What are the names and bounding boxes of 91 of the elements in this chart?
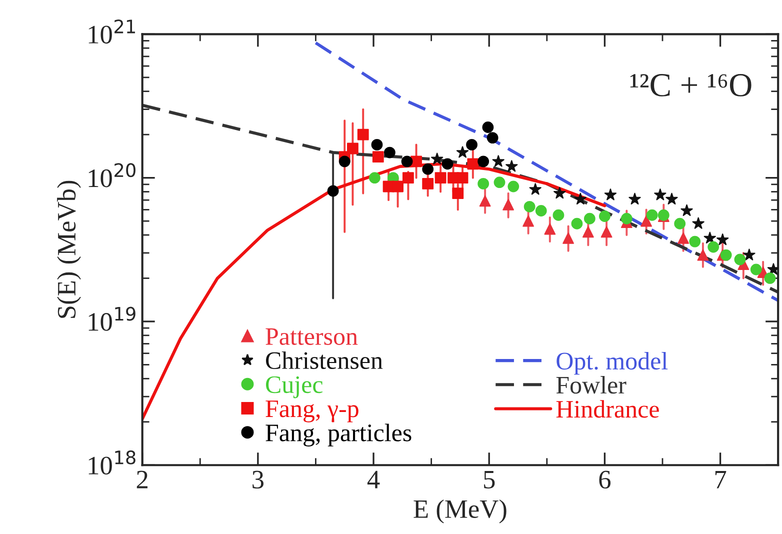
point xyxy=(767,263,778,275)
y-axis-title: S(E) (MeVb) xyxy=(57,180,81,318)
point xyxy=(371,139,383,150)
point xyxy=(571,218,583,230)
point xyxy=(422,178,434,190)
y-tick-label: 10$^{19}$ xyxy=(88,306,136,331)
line-series xyxy=(314,41,778,302)
point xyxy=(678,232,690,244)
point xyxy=(506,160,518,172)
point xyxy=(368,172,380,184)
point xyxy=(620,212,632,224)
point xyxy=(467,158,479,170)
point xyxy=(708,241,720,253)
point xyxy=(402,172,414,184)
point xyxy=(764,272,776,284)
point xyxy=(689,236,701,248)
point xyxy=(600,226,612,238)
x-tick-label: 4 xyxy=(367,470,380,488)
point xyxy=(692,217,704,229)
legend-label: Christensen xyxy=(266,351,383,370)
point xyxy=(674,218,686,230)
point xyxy=(327,185,339,197)
point xyxy=(434,172,446,184)
point xyxy=(456,172,468,184)
point xyxy=(478,156,490,168)
point xyxy=(584,212,596,224)
point xyxy=(357,128,369,140)
legend-label: Cujec xyxy=(266,376,323,398)
point xyxy=(734,254,746,266)
point xyxy=(529,183,542,195)
y-tick-label: 10$^{18}$ xyxy=(88,450,136,474)
point xyxy=(431,152,444,164)
point xyxy=(410,156,422,168)
x-axis-title: E (MeV) xyxy=(414,499,506,524)
point xyxy=(716,233,729,246)
point xyxy=(494,176,506,188)
point xyxy=(478,178,490,190)
point xyxy=(442,158,454,170)
point xyxy=(562,232,574,244)
line-series xyxy=(142,104,778,294)
point xyxy=(666,192,678,204)
point xyxy=(372,151,384,163)
point xyxy=(452,188,464,200)
point xyxy=(654,188,666,200)
y-tick-label: 10$^{20}$ xyxy=(88,163,136,188)
point xyxy=(743,248,756,260)
point xyxy=(401,156,413,168)
x-tick-label: 3 xyxy=(252,470,264,489)
point xyxy=(482,122,494,133)
legend-label: Hindrance xyxy=(556,400,659,418)
legend-label: Fang, particles xyxy=(266,424,412,446)
legend-label: Patterson xyxy=(266,328,358,345)
point xyxy=(582,226,594,238)
point xyxy=(422,163,434,175)
point xyxy=(646,209,658,221)
x-tick-label: 6 xyxy=(599,470,611,489)
point xyxy=(554,186,566,199)
point xyxy=(574,192,587,204)
legend-label: Opt. model xyxy=(556,352,668,375)
point xyxy=(598,210,610,222)
x-tick-label: 7 xyxy=(715,471,726,488)
point xyxy=(522,215,534,227)
y-tick-label: 10$^{21}$ xyxy=(88,19,135,44)
point xyxy=(680,204,693,216)
point xyxy=(338,156,350,168)
point xyxy=(552,209,564,221)
legend-label: Fowler xyxy=(556,376,626,394)
point xyxy=(535,205,547,216)
point xyxy=(486,132,498,144)
point xyxy=(392,180,404,192)
point xyxy=(479,195,491,207)
x-tick-label: 5 xyxy=(484,471,495,489)
point xyxy=(628,192,641,204)
point xyxy=(720,249,732,261)
point xyxy=(697,249,709,261)
x-tick-label: 2 xyxy=(136,470,148,488)
point xyxy=(508,180,520,192)
point xyxy=(640,215,652,227)
point xyxy=(347,142,358,154)
point xyxy=(524,200,536,212)
point xyxy=(604,188,617,200)
point xyxy=(456,146,469,158)
legend-label: Fang, γ-p xyxy=(266,400,358,422)
point xyxy=(384,146,396,158)
point xyxy=(502,198,514,210)
point xyxy=(704,232,716,244)
point xyxy=(750,264,762,276)
point xyxy=(492,155,504,167)
point xyxy=(544,223,556,235)
point xyxy=(466,139,478,150)
annotation: ¹²C + ¹⁶O xyxy=(630,74,752,96)
